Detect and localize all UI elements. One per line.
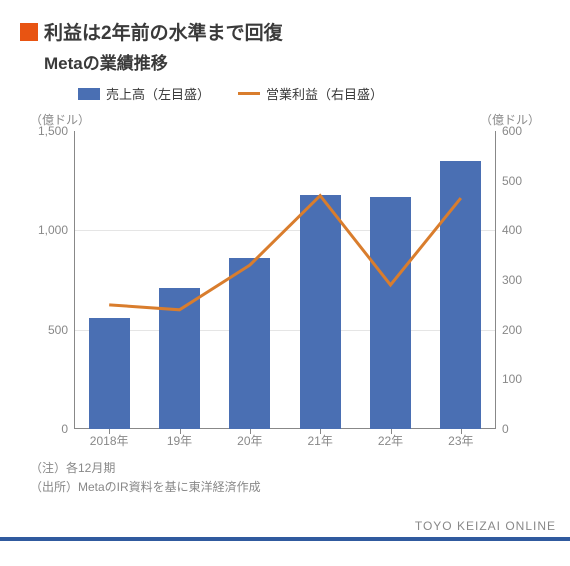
footer-brand: TOYO KEIZAI ONLINE [0,509,570,541]
bar [440,161,481,429]
y-right-label: 500 [502,174,542,188]
y-left-label: 500 [28,323,68,337]
x-label: 2018年 [90,432,129,449]
chart-container: 利益は2年前の水準まで回復 Metaの業績推移 売上高（左目盛） 営業利益（右目… [0,0,570,497]
gridline [74,330,496,331]
chart-title: 利益は2年前の水準まで回復 [44,18,283,45]
axis-bottom [74,428,496,429]
axis-left [74,131,75,429]
legend: 売上高（左目盛） 営業利益（右目盛） [78,84,550,103]
plot-region: 05001,0001,50001002003004005006002018年19… [74,131,496,429]
legend-line-swatch [238,92,260,95]
y-right-label: 100 [502,372,542,386]
y-right-label: 0 [502,422,542,436]
bar [229,258,270,429]
y-left-label: 1,500 [28,124,68,138]
title-marker-icon [20,23,38,41]
note-1: （注）各12月期 [30,459,550,478]
legend-bar-swatch [78,88,100,100]
line-series [74,131,496,429]
bar [89,318,130,429]
gridline [74,230,496,231]
title-row: 利益は2年前の水準まで回復 [20,18,550,45]
x-label: 23年 [448,432,473,449]
x-label: 20年 [237,432,262,449]
legend-line: 営業利益（右目盛） [238,84,383,103]
y-left-label: 1,000 [28,223,68,237]
y-right-label: 600 [502,124,542,138]
axis-right [495,131,496,429]
x-label: 19年 [167,432,192,449]
legend-bar: 売上高（左目盛） [78,84,210,103]
legend-bar-label: 売上高（左目盛） [106,84,210,103]
bar [370,197,411,429]
chart-notes: （注）各12月期 （出所）MetaのIR資料を基に東洋経済作成 [30,459,550,497]
chart-area: （億ドル） （億ドル） 05001,0001,50001002003004005… [20,111,550,451]
y-right-label: 300 [502,273,542,287]
legend-line-label: 営業利益（右目盛） [266,84,383,103]
x-label: 21年 [307,432,332,449]
chart-subtitle: Metaの業績推移 [44,49,550,74]
y-left-label: 0 [28,422,68,436]
x-label: 22年 [378,432,403,449]
y-right-label: 400 [502,223,542,237]
y-right-label: 200 [502,323,542,337]
bar [159,288,200,429]
note-2: （出所）MetaのIR資料を基に東洋経済作成 [30,478,550,497]
bar [300,195,341,429]
